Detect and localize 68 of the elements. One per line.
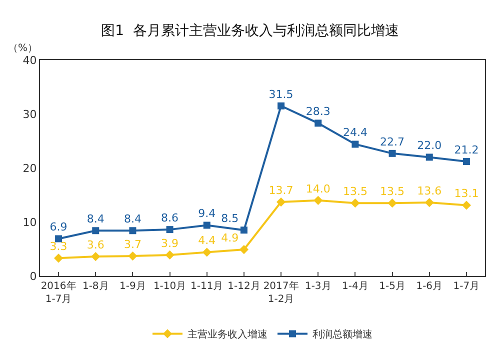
data-label: 8.4 <box>86 212 104 226</box>
x-tick-label: 1-7月 <box>453 281 480 292</box>
data-label: 8.5 <box>221 212 239 225</box>
data-label: 8.4 <box>124 212 142 226</box>
legend-label: 利润总额增速 <box>312 328 372 341</box>
data-label: 21.2 <box>454 143 479 156</box>
point <box>388 198 397 208</box>
data-label: 13.1 <box>454 187 479 200</box>
data-label: 22.0 <box>417 139 442 152</box>
x-tick-label: 1-12月 <box>228 281 260 292</box>
data-label: 22.7 <box>380 135 405 148</box>
point <box>314 196 323 205</box>
data-label: 8.6 <box>161 211 179 224</box>
data-label: 24.4 <box>342 126 368 140</box>
chart-title: 图1 各月累计主营业务收入与利润总额同比增速 <box>101 23 399 39</box>
data-label: 6.9 <box>50 220 68 234</box>
point <box>350 198 360 208</box>
data-label: 4.4 <box>198 234 216 248</box>
point <box>462 200 472 210</box>
data-label: 13.5 <box>342 184 368 198</box>
y-axis-title: （%） <box>8 43 38 54</box>
y-tick-label: 10 <box>22 216 37 229</box>
x-tick-label: 2016年 1-7月 <box>40 280 76 305</box>
point <box>92 227 100 234</box>
data-label: 31.5 <box>268 88 294 101</box>
data-label: 13.6 <box>417 184 442 198</box>
point <box>278 102 285 110</box>
x-tick-label: 1-8月 <box>82 281 109 292</box>
point <box>202 248 212 257</box>
point <box>239 244 249 254</box>
x-tick-label: 1-5月 <box>379 281 406 292</box>
data-label: 28.3 <box>306 105 330 118</box>
point <box>424 198 434 208</box>
data-label: 14.0 <box>306 182 330 196</box>
point <box>352 140 359 148</box>
x-tick-label: 1-3月 <box>304 281 332 292</box>
legend-label: 主营业务收入增速 <box>188 328 268 341</box>
data-label: 3.7 <box>124 238 142 251</box>
x-tick-label: 1-11月 <box>190 281 224 292</box>
point <box>314 120 322 127</box>
y-tick-label: 20 <box>22 162 37 175</box>
x-tick-label: 1-9月 <box>120 281 146 292</box>
point <box>462 158 470 166</box>
y-tick-label: 40 <box>22 54 37 67</box>
point <box>388 150 396 157</box>
point <box>240 226 248 234</box>
point <box>276 197 286 207</box>
data-label: 13.7 <box>268 184 294 197</box>
data-label: 9.4 <box>198 207 216 220</box>
data-label: 3.9 <box>161 236 179 250</box>
point <box>128 251 138 261</box>
data-label: 13.5 <box>380 184 405 198</box>
x-tick-label: 1-6月 <box>416 281 443 292</box>
x-tick-label: 1-10月 <box>153 281 186 292</box>
x-tick-label: 2017年 1-2月 <box>263 280 299 305</box>
point <box>129 227 136 234</box>
y-tick-label: 0 <box>30 270 37 283</box>
point <box>54 254 64 263</box>
data-label: 3.3 <box>50 240 68 254</box>
point <box>426 154 433 161</box>
data-label: 4.9 <box>221 231 239 244</box>
point <box>165 250 174 260</box>
point <box>203 222 210 229</box>
x-tick-label: 1-4月 <box>342 281 368 292</box>
point <box>91 252 100 262</box>
data-label: 3.6 <box>86 238 104 252</box>
y-tick-label: 30 <box>22 108 37 121</box>
point <box>166 226 174 234</box>
